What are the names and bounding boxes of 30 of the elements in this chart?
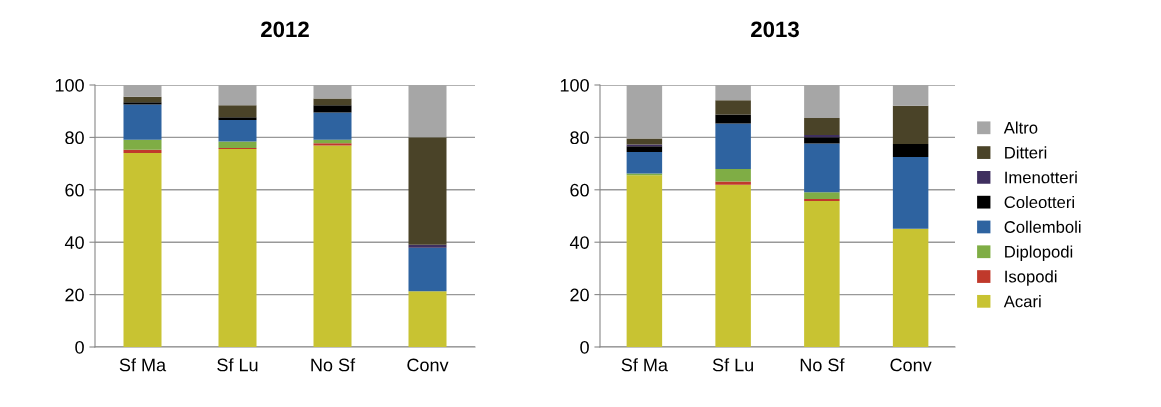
x-tick-label: No Sf xyxy=(800,358,845,372)
x-tick-label: No Sf xyxy=(311,358,356,372)
x-tick-label: Conv xyxy=(407,358,449,372)
x-tick-label: Sf Lu xyxy=(217,358,258,372)
y-tick-label: 100 xyxy=(560,78,589,92)
legend-label: Altro xyxy=(1003,121,1038,134)
x-tick-label: Sf Lu xyxy=(712,358,754,372)
x-tick-label: Conv xyxy=(890,358,932,372)
y-tick-label: 0 xyxy=(580,340,589,354)
legend-label: Ditteri xyxy=(1005,146,1047,159)
y-tick-label: 20 xyxy=(65,288,84,302)
x-tick-label: Sf Ma xyxy=(119,358,167,372)
legend-label: Diplopodi xyxy=(1005,245,1073,261)
legend-label: Imenotteri xyxy=(1005,171,1077,184)
y-tick-label: 0 xyxy=(75,340,84,354)
legend-label: Coleotteri xyxy=(1004,195,1074,209)
y-tick-label: 60 xyxy=(570,183,589,197)
y-tick-label: 60 xyxy=(65,183,84,197)
y-tick-label: 20 xyxy=(570,288,589,302)
chart-title: 2012 xyxy=(261,21,309,38)
legend-label: Collemboli xyxy=(1004,220,1081,233)
y-tick-label: 100 xyxy=(55,78,84,92)
chart-title: 2013 xyxy=(751,21,799,38)
y-tick-label: 40 xyxy=(569,236,589,249)
legend-label: Acari xyxy=(1003,295,1041,308)
y-tick-label: 80 xyxy=(570,131,589,145)
y-tick-label: 80 xyxy=(65,131,84,145)
legend-label: Isopodi xyxy=(1005,270,1057,286)
x-tick-label: Sf Ma xyxy=(621,358,668,372)
y-tick-label: 40 xyxy=(64,236,84,249)
